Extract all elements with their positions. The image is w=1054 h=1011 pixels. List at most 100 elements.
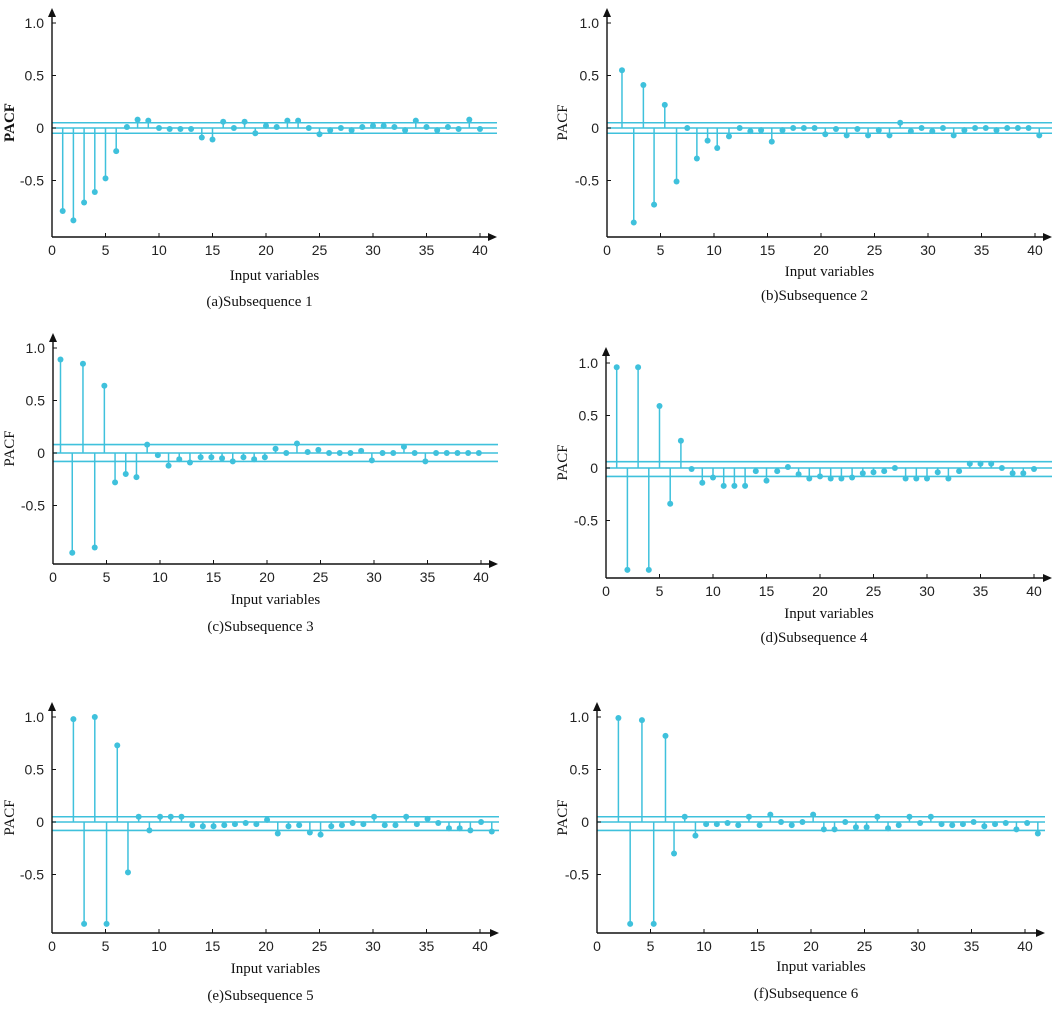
pacf-point bbox=[1013, 826, 1020, 833]
pacf-point bbox=[81, 199, 88, 206]
pacf-point bbox=[992, 821, 999, 828]
pacf-point bbox=[133, 474, 140, 481]
pacf-point bbox=[113, 148, 120, 155]
pacf-point bbox=[993, 127, 1000, 134]
pacf-point bbox=[304, 448, 311, 455]
pacf-point bbox=[945, 475, 952, 482]
x-axis-label: Input variables bbox=[776, 959, 866, 975]
pacf-point bbox=[917, 820, 924, 827]
pacf-point bbox=[852, 824, 859, 831]
pacf-point bbox=[938, 821, 945, 828]
pacf-point bbox=[79, 360, 86, 367]
pacf-point bbox=[210, 823, 217, 830]
y-axis-label: PACF bbox=[555, 104, 571, 140]
pacf-point bbox=[316, 131, 323, 138]
pacf-point bbox=[662, 732, 669, 739]
x-axis-label: Input variables bbox=[230, 268, 320, 284]
pacf-point bbox=[122, 471, 129, 477]
y-axis-label: PACF bbox=[555, 444, 571, 480]
x-tick-label: 20 bbox=[803, 938, 819, 954]
x-tick-label: 15 bbox=[205, 938, 221, 954]
pacf-point bbox=[756, 822, 763, 829]
x-tick-label: 0 bbox=[48, 242, 56, 258]
pacf-point bbox=[982, 125, 989, 131]
pacf-point bbox=[380, 122, 387, 129]
pacf-point bbox=[101, 382, 108, 389]
x-tick-label: 20 bbox=[258, 242, 274, 258]
x-tick-label: 30 bbox=[919, 583, 935, 599]
y-axis-label: PACF bbox=[555, 799, 571, 835]
x-tick-label: 35 bbox=[420, 569, 436, 585]
pacf-point bbox=[651, 201, 658, 208]
panel-caption: (a)Subsequence 1 bbox=[206, 294, 312, 310]
pacf-point bbox=[390, 450, 397, 456]
pacf-point bbox=[488, 828, 495, 835]
x-tick-label: 5 bbox=[102, 242, 110, 258]
x-tick-label: 0 bbox=[49, 569, 57, 585]
pacf-point bbox=[261, 454, 268, 461]
y-tick-label: 0 bbox=[37, 445, 45, 461]
y-axis-label: PACF bbox=[2, 799, 18, 835]
pacf-point bbox=[391, 123, 398, 130]
pacf-point bbox=[929, 128, 936, 135]
pacf-point bbox=[906, 813, 913, 820]
pacf-point bbox=[91, 544, 98, 551]
pacf-point bbox=[59, 207, 66, 214]
pacf-point bbox=[240, 454, 247, 461]
pacf-point bbox=[956, 468, 963, 475]
pacf-point bbox=[784, 463, 791, 470]
x-tick-label: 40 bbox=[1027, 242, 1043, 258]
pacf-point bbox=[156, 125, 162, 131]
x-axis-arrow bbox=[1043, 233, 1052, 241]
pacf-point bbox=[252, 130, 259, 137]
panel-caption: (c)Subsequence 3 bbox=[207, 619, 313, 635]
pacf-point bbox=[827, 475, 834, 482]
pacf-point bbox=[1002, 820, 1009, 827]
x-axis-arrow bbox=[488, 233, 497, 241]
x-tick-label: 5 bbox=[657, 242, 665, 258]
pacf-panel: 0 5 10 15 20 25 30 35 40 1.0 0.5 0 -0.5 Input variabl… bbox=[2, 333, 498, 635]
x-tick-label: 0 bbox=[593, 938, 601, 954]
pacf-point bbox=[57, 356, 64, 363]
pacf-point bbox=[710, 474, 716, 481]
pacf-point bbox=[638, 717, 645, 724]
pacf-point bbox=[114, 742, 121, 749]
pacf-point bbox=[284, 117, 291, 124]
x-tick-label: 5 bbox=[103, 569, 111, 585]
pacf-point bbox=[186, 459, 193, 466]
pacf-point bbox=[677, 437, 684, 444]
pacf-point bbox=[112, 479, 119, 486]
pacf-point bbox=[874, 813, 881, 820]
pacf-point bbox=[693, 155, 700, 162]
pacf-point bbox=[221, 822, 228, 829]
pacf-point bbox=[817, 473, 823, 480]
pacf-point bbox=[624, 566, 631, 573]
pacf-panel: 0 5 10 15 20 25 30 35 40 1.0 0.5 0 -0.5 Input variabl… bbox=[555, 8, 1052, 304]
x-axis-label: Input variables bbox=[231, 961, 321, 977]
pacf-point bbox=[349, 820, 356, 827]
pacf-point bbox=[293, 440, 300, 447]
pacf-point bbox=[285, 823, 292, 830]
x-tick-label: 30 bbox=[910, 938, 926, 954]
pacf-point bbox=[800, 125, 807, 131]
pacf-point bbox=[865, 132, 872, 139]
pacf-point bbox=[456, 825, 463, 832]
pacf-point bbox=[891, 465, 898, 471]
pacf-point bbox=[370, 122, 376, 129]
pacf-point bbox=[403, 813, 410, 820]
pacf-point bbox=[981, 823, 988, 830]
x-tick-label: 40 bbox=[472, 938, 488, 954]
x-tick-label: 15 bbox=[760, 242, 776, 258]
pacf-point bbox=[336, 450, 343, 456]
y-tick-label: -0.5 bbox=[21, 498, 45, 514]
pacf-point bbox=[725, 133, 732, 140]
panel-caption: (e)Subsequence 5 bbox=[207, 988, 313, 1004]
y-axis-arrow bbox=[49, 333, 57, 342]
x-tick-label: 25 bbox=[866, 583, 882, 599]
panel-caption: (b)Subsequence 2 bbox=[761, 288, 868, 304]
y-tick-label: 0 bbox=[581, 814, 589, 830]
pacf-point bbox=[703, 821, 710, 828]
pacf-point bbox=[347, 450, 354, 456]
x-tick-label: 35 bbox=[419, 242, 435, 258]
